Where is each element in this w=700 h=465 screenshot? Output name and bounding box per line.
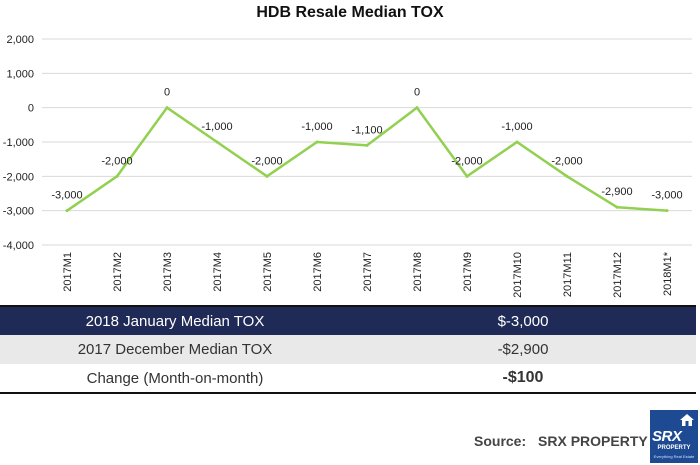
y-tick-label: -3,000 (3, 206, 34, 218)
data-point (65, 209, 69, 213)
house-icon (680, 414, 694, 426)
x-tick-label: 2017M7 (362, 252, 374, 292)
change-value: -$100 (350, 364, 696, 394)
data-label: -1,000 (301, 121, 332, 133)
data-point (415, 106, 419, 110)
summary-table: 2018 January Median TOX $-3,000 2017 Dec… (0, 305, 696, 394)
data-label: -1,100 (351, 124, 382, 136)
y-tick-label: -1,000 (3, 137, 34, 149)
summary-label: Change (Month-on-month) (0, 364, 350, 394)
y-tick-label: 0 (28, 103, 34, 115)
data-point (615, 205, 619, 209)
y-tick-label: -2,000 (3, 171, 34, 183)
source-label: Source: (474, 433, 527, 449)
data-label: -2,000 (251, 155, 282, 167)
data-label: -1,000 (201, 121, 232, 133)
x-tick-label: 2017M11 (562, 252, 574, 297)
y-tick-label: -4,000 (3, 240, 34, 252)
x-tick-label: 2017M12 (612, 252, 624, 298)
logo-subtext: PROPERTY (657, 445, 691, 451)
logo-text: SRX (652, 428, 682, 445)
data-label: -2,900 (601, 186, 632, 198)
data-label: -2,000 (451, 155, 482, 167)
x-tick-label: 2017M9 (462, 252, 474, 292)
data-label: -3,000 (651, 190, 682, 202)
logo-tagline: Everything Real Estate (653, 454, 695, 459)
data-label: -3,000 (51, 190, 82, 202)
x-tick-label: 2017M4 (212, 252, 224, 292)
chart-title: HDB Resale Median TOX (256, 4, 444, 21)
data-label: 0 (164, 87, 170, 99)
data-point (665, 209, 669, 213)
summary-value: -$2,900 (350, 335, 696, 364)
x-tick-label: 2017M10 (512, 252, 524, 298)
data-label: -1,000 (501, 121, 532, 133)
x-tick-label: 2017M2 (112, 252, 124, 292)
x-tick-label: 2017M8 (412, 252, 424, 292)
data-point (165, 106, 169, 110)
data-point (465, 174, 469, 178)
data-point (365, 143, 369, 147)
source-name: SRX PROPERTY (538, 433, 648, 449)
x-tick-label: 2017M6 (312, 252, 324, 292)
srx-logo: SRX PROPERTY Everything Real Estate (650, 410, 698, 463)
data-point (515, 140, 519, 144)
line-chart: 2,000 1,000 0 -1,000 -2,000 -3,000 -4,000 -3,00… (3, 34, 692, 298)
y-tick-label: 1,000 (6, 68, 34, 80)
data-point (215, 140, 219, 144)
summary-value: $-3,000 (350, 305, 696, 335)
x-tick-label: 2018M1* (662, 251, 674, 296)
summary-row-current: 2018 January Median TOX $-3,000 (0, 305, 696, 335)
data-point (565, 174, 569, 178)
summary-row-change: Change (Month-on-month) -$100 (0, 364, 696, 394)
x-tick-label: 2017M1 (62, 252, 74, 292)
x-tick-label: 2017M5 (262, 252, 274, 292)
data-point (115, 174, 119, 178)
source-line: Source: SRX PROPERTY (474, 433, 648, 449)
data-label: -2,000 (551, 155, 582, 167)
summary-label: 2017 December Median TOX (0, 335, 350, 364)
data-label: -2,000 (101, 155, 132, 167)
summary-label: 2018 January Median TOX (0, 305, 350, 335)
x-tick-label: 2017M3 (162, 252, 174, 292)
y-tick-label: 2,000 (6, 34, 34, 46)
summary-row-previous: 2017 December Median TOX -$2,900 (0, 335, 696, 364)
data-point (315, 140, 319, 144)
data-label: 0 (414, 87, 420, 99)
data-point (265, 174, 269, 178)
